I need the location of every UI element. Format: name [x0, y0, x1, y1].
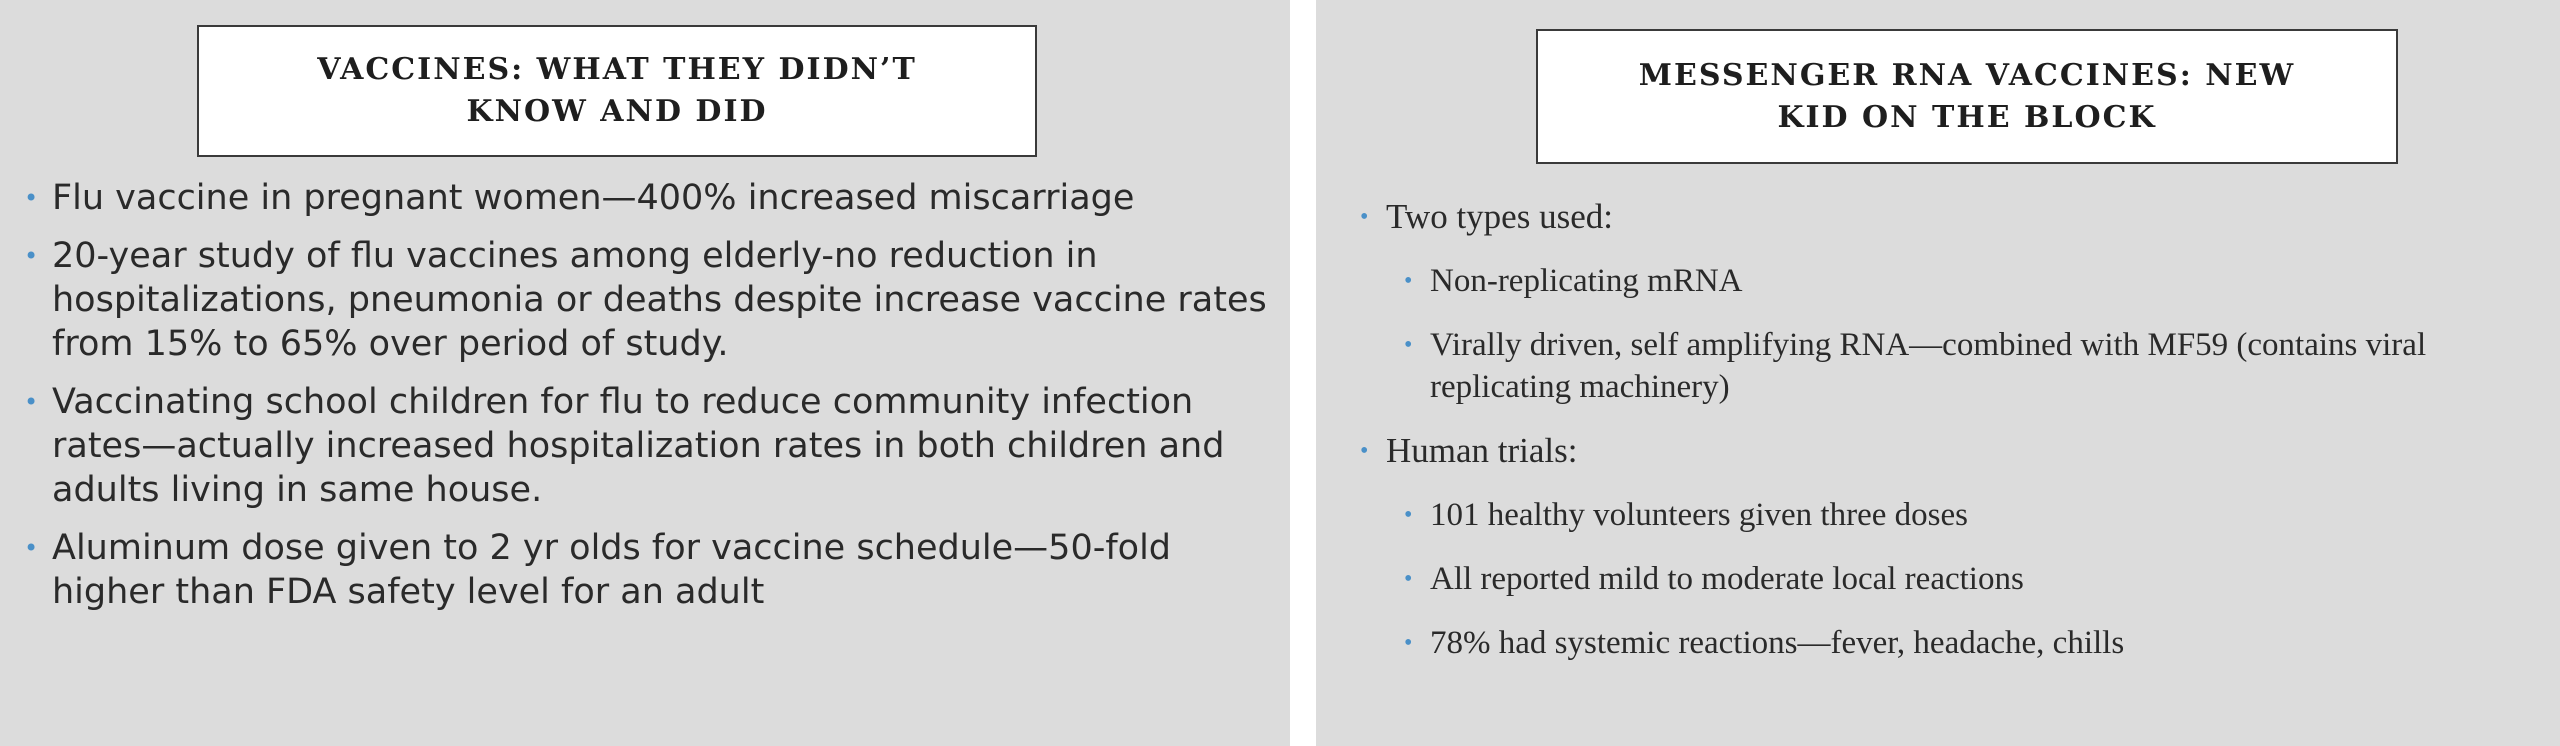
left-slide-bullet-list: • Flu vaccine in pregnant women—400% inc…	[24, 176, 1274, 628]
bullet-dot-icon: •	[1404, 566, 1413, 592]
right-slide: MESSENGER RNA VACCINES: NEW KID ON THE B…	[1316, 0, 2560, 746]
bullet-text: 20-year study of flu vaccines among elde…	[52, 236, 1267, 364]
bullet-dot-icon: •	[1404, 268, 1413, 294]
bullet-dot-icon: •	[1360, 438, 1369, 464]
bullet-text: 78% had systemic reactions—fever, headac…	[1430, 625, 2125, 661]
left-slide: VACCINES: WHAT THEY DIDN’T KNOW AND DID …	[0, 0, 1290, 746]
list-item: • Aluminum dose given to 2 yr olds for v…	[24, 526, 1274, 614]
left-slide-title: VACCINES: WHAT THEY DIDN’T KNOW AND DID	[317, 52, 917, 129]
bullet-dot-icon: •	[24, 184, 39, 212]
bullet-text: Flu vaccine in pregnant women—400% incre…	[52, 178, 1135, 218]
list-item: • Vaccinating school children for flu to…	[24, 380, 1274, 512]
bullet-dot-icon: •	[1404, 332, 1413, 358]
bullet-text: Vaccinating school children for flu to r…	[52, 382, 1225, 510]
bullet-dot-icon: •	[1360, 204, 1369, 230]
right-slide-title: MESSENGER RNA VACCINES: NEW KID ON THE B…	[1638, 57, 2296, 135]
list-item: • Human trials:	[1360, 430, 2550, 472]
list-item: • 20-year study of flu vaccines among el…	[24, 234, 1274, 366]
list-subitem: • Non-replicating mRNA	[1404, 260, 2550, 302]
bullet-text: Virally driven, self amplifying RNA—comb…	[1430, 327, 2427, 405]
bullet-text: Aluminum dose given to 2 yr olds for vac…	[52, 528, 1172, 612]
list-item: • Two types used:	[1360, 196, 2550, 238]
bullet-text: Two types used:	[1386, 197, 1613, 236]
bullet-text: Human trials:	[1386, 431, 1578, 470]
bullet-text: All reported mild to moderate local reac…	[1430, 561, 2024, 597]
bullet-text: Non-replicating mRNA	[1430, 263, 1743, 299]
bullet-dot-icon: •	[24, 534, 39, 562]
bullet-dot-icon: •	[24, 388, 39, 416]
right-slide-title-box: MESSENGER RNA VACCINES: NEW KID ON THE B…	[1536, 29, 2398, 164]
right-slide-bullet-list: • Two types used: • Non-replicating mRNA…	[1360, 196, 2550, 686]
list-subitem: • Virally driven, self amplifying RNA—co…	[1404, 324, 2550, 408]
list-subitem: • 101 healthy volunteers given three dos…	[1404, 494, 2550, 536]
bullet-text: 101 healthy volunteers given three doses	[1430, 497, 1968, 533]
list-item: • Flu vaccine in pregnant women—400% inc…	[24, 176, 1274, 220]
bullet-dot-icon: •	[24, 242, 39, 270]
list-subitem: • 78% had systemic reactions—fever, head…	[1404, 622, 2550, 664]
bullet-dot-icon: •	[1404, 502, 1413, 528]
list-subitem: • All reported mild to moderate local re…	[1404, 558, 2550, 600]
left-slide-title-box: VACCINES: WHAT THEY DIDN’T KNOW AND DID	[197, 25, 1037, 157]
bullet-dot-icon: •	[1404, 630, 1413, 656]
